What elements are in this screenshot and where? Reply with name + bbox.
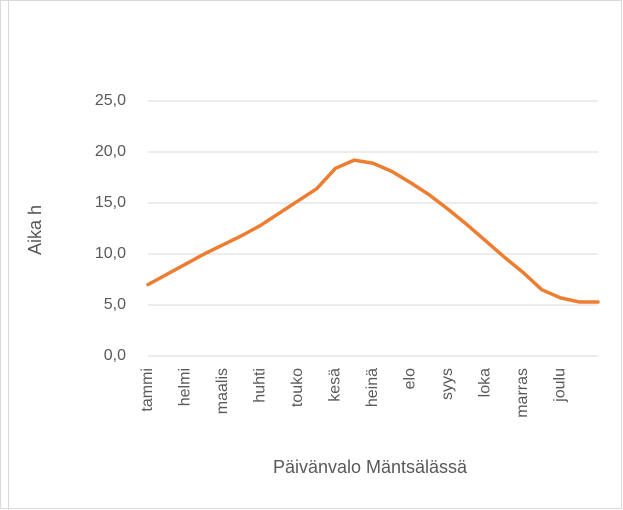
x-tick-label: kesä (327, 368, 344, 402)
x-tick-label: syys (439, 368, 456, 400)
y-tick-label: 10,0 (95, 245, 126, 262)
x-tick-label: tammi (139, 368, 156, 412)
y-tick-label: 5,0 (104, 296, 126, 313)
data-line (146, 158, 600, 304)
y-tick-label: 20,0 (95, 143, 126, 160)
y-axis-title: Aika h (25, 205, 45, 255)
x-tick-label: huhti (252, 368, 269, 403)
x-tick-label: elo (402, 368, 419, 389)
x-tick-label: joulu (552, 368, 569, 403)
y-tick-label: 25,0 (95, 92, 126, 109)
x-axis-title: Päivänvalo Mäntsälässä (273, 457, 468, 477)
y-tick-label: 0,0 (104, 347, 126, 364)
x-tick-label: helmi (177, 368, 194, 406)
x-tick-label: maalis (214, 368, 231, 414)
x-tick-label: touko (289, 368, 306, 407)
x-tick-label: loka (477, 368, 494, 397)
x-tick-label: heinä (364, 368, 381, 407)
x-tick-label: marras (514, 368, 531, 418)
y-tick-label: 15,0 (95, 194, 126, 211)
